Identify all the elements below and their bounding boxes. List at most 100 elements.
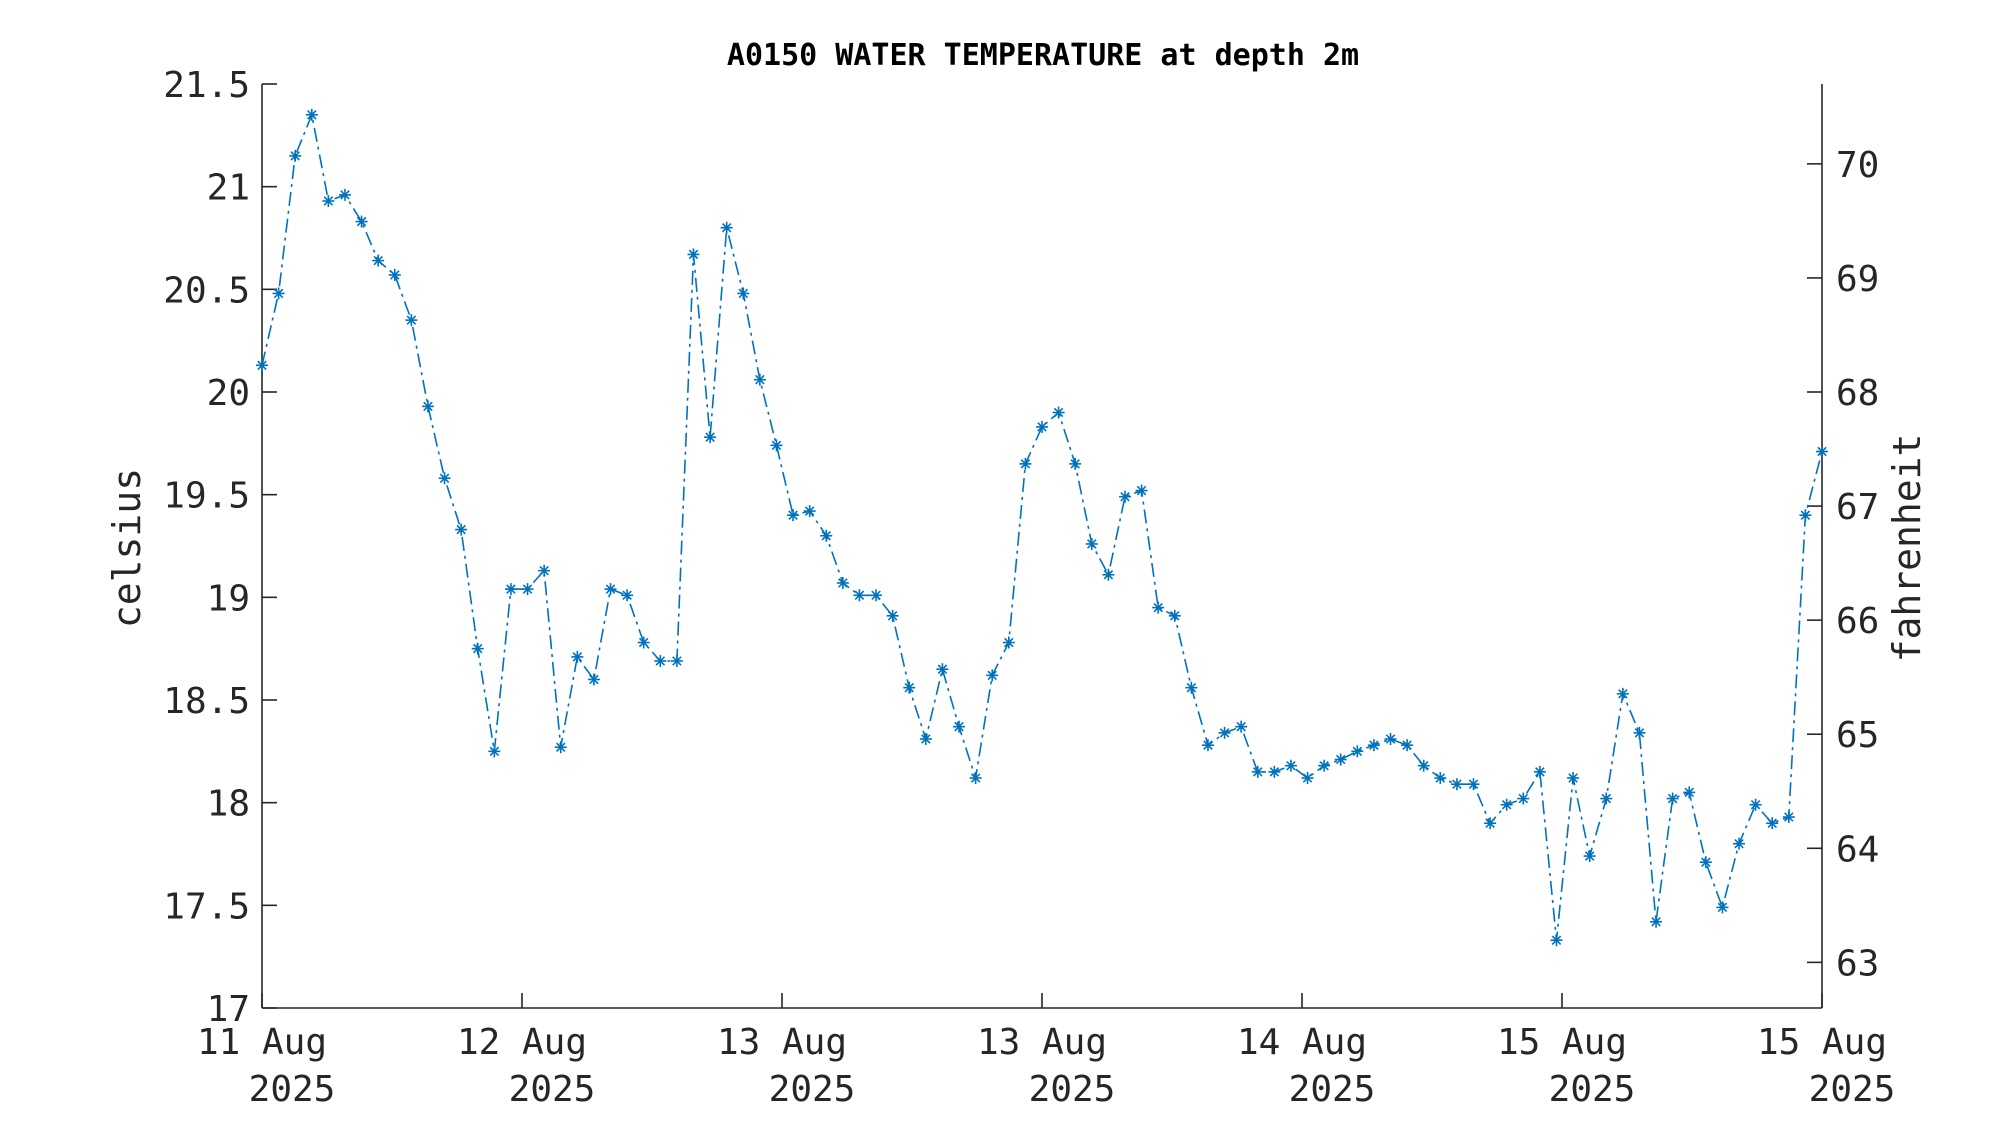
- data-point: [820, 529, 833, 542]
- marker-stroke: [771, 440, 782, 451]
- marker-stroke: [340, 190, 350, 200]
- data-point: [355, 215, 368, 228]
- marker-stroke: [572, 652, 583, 662]
- data-point: [1417, 759, 1430, 772]
- marker-stroke: [1618, 689, 1628, 699]
- data-point: [1749, 798, 1762, 811]
- data-point: [272, 287, 285, 300]
- marker-stroke: [688, 249, 699, 260]
- marker-stroke: [1120, 491, 1130, 502]
- marker-stroke: [489, 746, 500, 757]
- data-point: [919, 733, 932, 746]
- marker-stroke: [1087, 539, 1097, 549]
- data-point: [1251, 765, 1264, 778]
- data-point: [1152, 601, 1165, 614]
- y-tick-label-left: 17: [207, 989, 250, 1030]
- marker-stroke: [373, 255, 383, 266]
- data-point: [521, 583, 534, 596]
- marker-stroke: [705, 432, 715, 442]
- data-point: [1351, 745, 1364, 758]
- marker-stroke: [1037, 422, 1047, 432]
- marker-stroke: [838, 578, 848, 588]
- marker-stroke: [1568, 773, 1578, 783]
- data-point: [604, 583, 617, 596]
- marker-stroke: [1501, 799, 1512, 810]
- marker-stroke: [655, 656, 666, 666]
- data-point: [571, 650, 584, 663]
- data-point: [305, 108, 318, 121]
- data-point: [1666, 792, 1679, 805]
- data-point: [538, 564, 551, 577]
- data-point: [421, 400, 434, 413]
- marker-stroke: [1535, 767, 1545, 777]
- marker-stroke: [1369, 740, 1379, 750]
- data-point: [1766, 817, 1779, 830]
- marker-stroke: [1485, 818, 1495, 828]
- marker-stroke: [1452, 779, 1462, 789]
- marker-stroke: [1684, 787, 1694, 798]
- data-point: [1616, 687, 1629, 700]
- data-point: [289, 149, 302, 162]
- data-point: [704, 431, 717, 444]
- marker-stroke: [1734, 838, 1744, 849]
- marker-stroke: [1468, 779, 1479, 789]
- data-point: [1284, 759, 1297, 772]
- data-point: [1716, 901, 1729, 914]
- data-point: [1069, 457, 1082, 470]
- data-point: [986, 669, 999, 682]
- data-point: [1650, 915, 1663, 928]
- x-tick-label-year: 2025: [1029, 1069, 1116, 1110]
- marker-stroke: [1551, 935, 1562, 946]
- y-tick-label-left: 18: [207, 784, 250, 825]
- data-point: [753, 373, 766, 386]
- tick-labels: 17 17.5 18 18.5 19 19.5 20 20.5 21 21.5 63 64 65 66 67…: [163, 65, 1895, 1110]
- x-tick-label-year: 2025: [509, 1069, 596, 1110]
- data-point: [1683, 786, 1696, 799]
- x-tick-label-day: 12 Aug: [457, 1022, 587, 1063]
- data-point: [405, 314, 418, 327]
- data-point: [587, 673, 600, 686]
- marker-stroke: [1634, 728, 1645, 738]
- marker-stroke: [954, 721, 964, 732]
- marker-stroke: [1203, 740, 1213, 750]
- axes: [261, 83, 1823, 1009]
- marker-stroke: [1584, 851, 1595, 861]
- data-point: [1334, 753, 1347, 766]
- marker-stroke: [1269, 767, 1280, 777]
- marker-stroke: [439, 473, 450, 484]
- data-point: [1816, 445, 1828, 458]
- marker-stroke: [1385, 734, 1396, 744]
- marker-stroke: [406, 315, 417, 325]
- data-point: [1434, 772, 1447, 785]
- marker-stroke: [539, 565, 549, 576]
- data-point: [1102, 568, 1115, 581]
- y-tick-label-right: 63: [1836, 943, 1879, 984]
- data-point: [1583, 850, 1596, 863]
- data-point: [1301, 772, 1314, 785]
- marker-stroke: [987, 670, 997, 681]
- data-point: [1484, 817, 1497, 830]
- marker-stroke: [589, 674, 599, 685]
- data-point: [1218, 726, 1231, 739]
- marker-stroke: [1667, 793, 1678, 804]
- data-point: [903, 681, 916, 694]
- y-axis-label-left: celsius: [105, 468, 149, 628]
- data-point: [886, 609, 899, 622]
- data-point: [488, 745, 501, 758]
- data-point: [1517, 792, 1530, 805]
- data-point: [1002, 636, 1015, 649]
- data-point: [803, 505, 816, 518]
- data-point: [471, 642, 484, 655]
- marker-stroke: [1717, 902, 1728, 913]
- x-tick-label-year: 2025: [1809, 1069, 1896, 1110]
- y-tick-label-left: 17.5: [163, 886, 250, 927]
- marker-stroke: [1601, 793, 1612, 804]
- data-point: [455, 523, 468, 536]
- marker-stroke: [854, 590, 865, 601]
- data-point: [1235, 720, 1248, 733]
- marker-stroke: [390, 270, 400, 280]
- marker-stroke: [1136, 485, 1147, 496]
- data-point: [372, 254, 385, 267]
- data-point: [870, 589, 883, 602]
